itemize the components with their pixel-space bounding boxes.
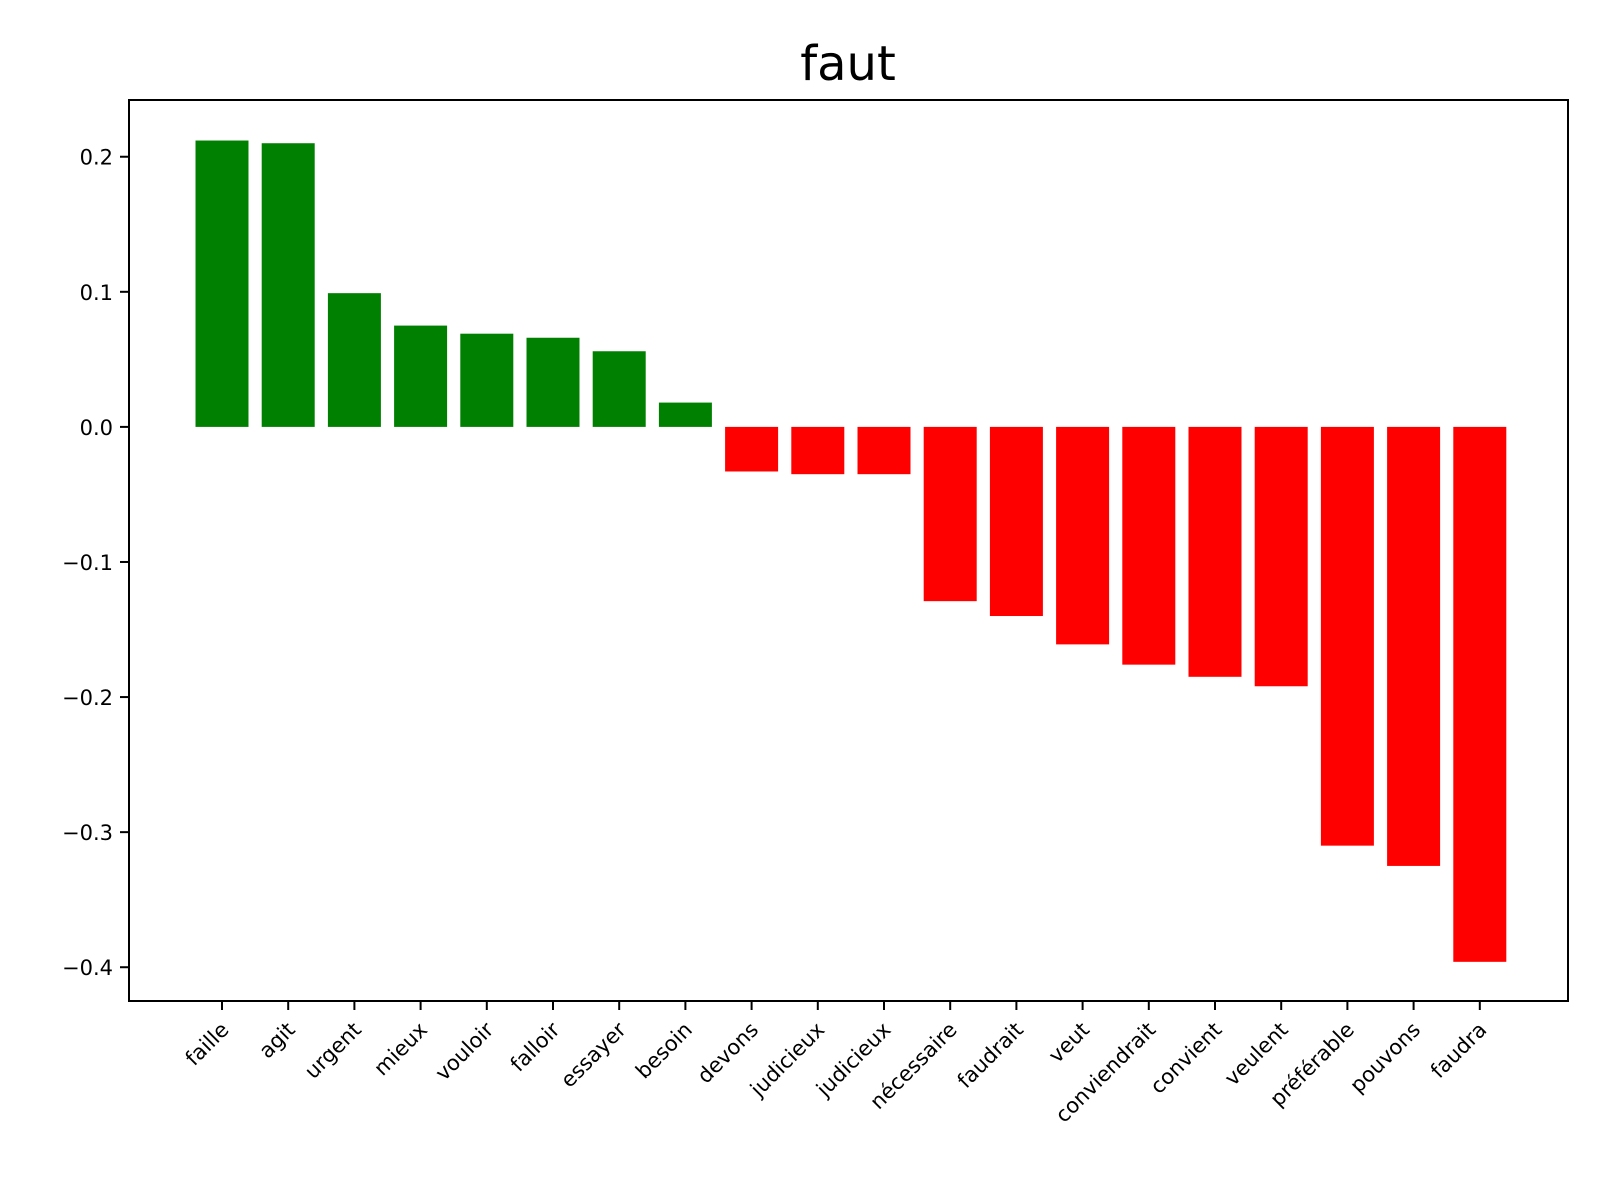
bars-group	[195, 140, 1507, 962]
y-tick-label: −0.2	[62, 686, 113, 710]
bar-2	[261, 143, 315, 427]
bar-16	[1188, 426, 1242, 677]
bar-12	[923, 426, 977, 602]
y-tick-label: 0.0	[80, 416, 113, 440]
bar-18	[1320, 426, 1374, 846]
y-axis: 0.2 0.1 0.0 −0.1 −0.2 −0.3 −0.4	[62, 146, 129, 980]
chart-title: faut	[800, 36, 896, 92]
bar-9	[725, 426, 779, 472]
bar-11	[857, 426, 911, 475]
y-tick-label: 0.1	[80, 281, 113, 305]
bar-6	[526, 337, 580, 427]
bar-7	[592, 351, 646, 427]
bar-3	[327, 293, 381, 427]
plot-frame	[128, 99, 1569, 1002]
y-tick-label: −0.3	[62, 821, 113, 845]
y-tick-label: 0.2	[80, 146, 113, 170]
bar-15	[1122, 426, 1176, 665]
y-tick-label: −0.1	[62, 551, 113, 575]
bar-8	[658, 402, 712, 427]
y-tick-label: −0.4	[62, 956, 113, 980]
bar-5	[460, 333, 514, 427]
bar-13	[989, 426, 1043, 617]
bar-1	[195, 140, 249, 427]
bar-4	[394, 325, 448, 427]
bar-20	[1453, 426, 1507, 962]
bar-10	[791, 426, 845, 475]
bar-19	[1387, 426, 1441, 866]
bar-17	[1254, 426, 1308, 687]
bar-14	[1056, 426, 1110, 645]
